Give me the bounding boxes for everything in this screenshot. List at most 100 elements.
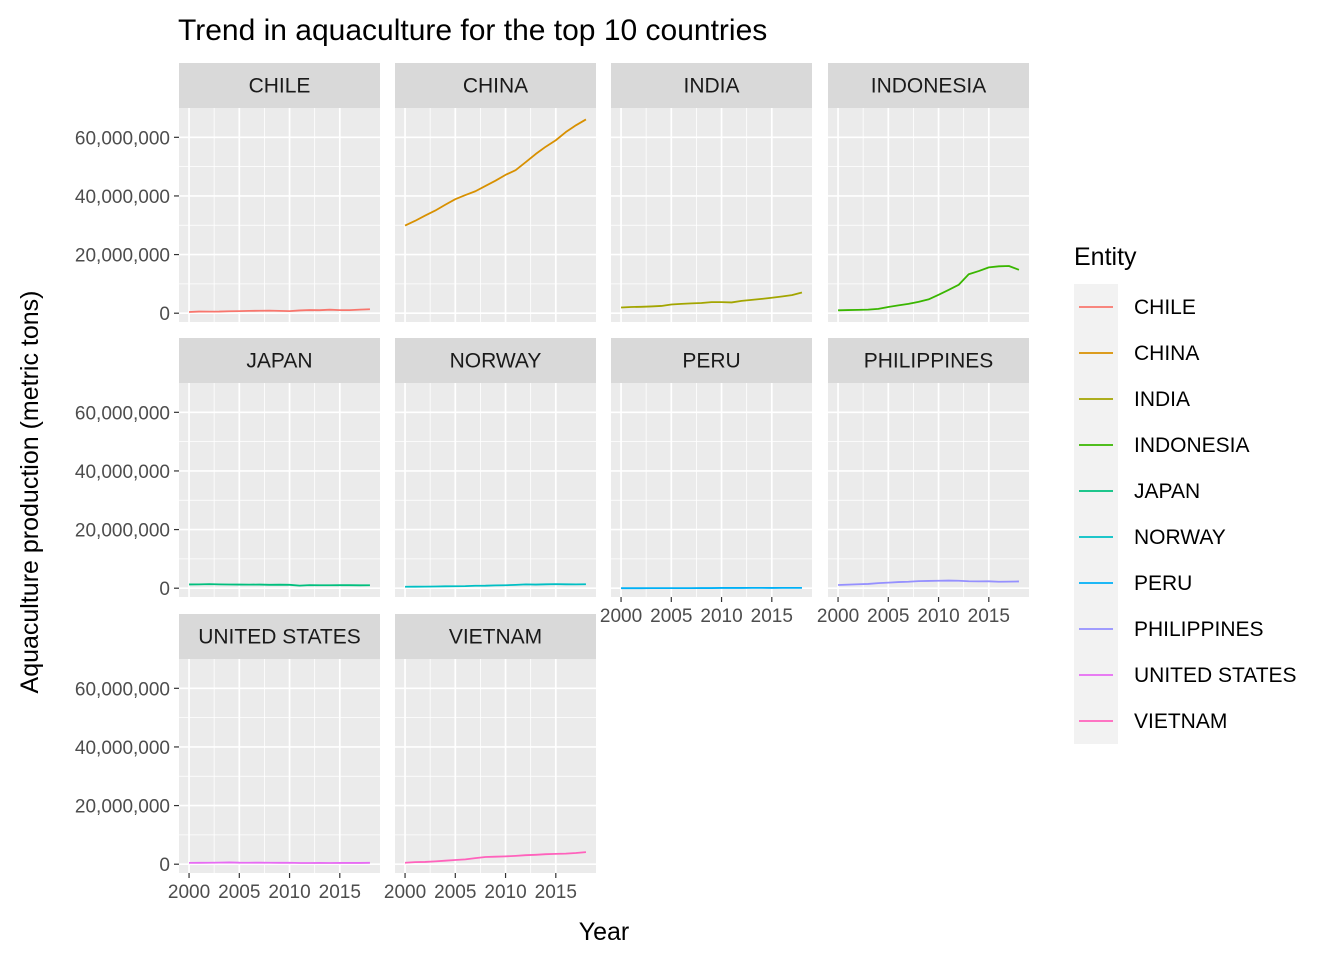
panel-united-states: UNITED STATES [179, 614, 380, 873]
series-line-norway [405, 583, 586, 588]
x-tick-label: 2000 [384, 882, 426, 903]
panel-chile: CHILE [179, 63, 380, 322]
y-tick-label: 60,000,000 [75, 679, 170, 700]
legend-item-peru: PERU [1074, 560, 1192, 606]
x-axis-title: Year [579, 918, 630, 946]
strip-philippines [828, 338, 1029, 383]
strip-japan [179, 338, 380, 383]
strip-vietnam [395, 614, 596, 659]
y-tick-label: 0 [159, 855, 170, 876]
y-axes: 0 20,000,000 40,000,000 60,000,000 0 20,000,0… [75, 128, 179, 876]
strip-label-japan: JAPAN [246, 350, 312, 373]
strip-label-china: CHINA [463, 75, 528, 98]
panel-background-peru [611, 383, 812, 597]
legend-label-united-states: UNITED STATES [1134, 664, 1297, 687]
x-tick-label: 2000 [600, 606, 642, 627]
panel-china: CHINA [395, 63, 596, 322]
legend-item-chile: CHILE [1074, 284, 1196, 330]
x-tick-label: 2015 [535, 882, 577, 903]
strip-label-india: INDIA [683, 75, 739, 98]
legend-item-indonesia: INDONESIA [1074, 422, 1250, 468]
y-tick-label: 40,000,000 [75, 738, 170, 759]
y-tick-label: 0 [159, 579, 170, 600]
strip-india [611, 63, 812, 108]
x-tick-label: 2015 [319, 882, 361, 903]
strip-peru [611, 338, 812, 383]
y-axis-title: Aquaculture production (metric tons) [16, 291, 44, 694]
series-line-india [621, 291, 803, 309]
y-tick-label: 20,000,000 [75, 246, 170, 267]
panel-background-india [611, 108, 812, 322]
strip-chile [179, 63, 380, 108]
legend-item-india: INDIA [1074, 376, 1190, 422]
strip-label-indonesia: INDONESIA [871, 75, 987, 98]
y-tick-label: 20,000,000 [75, 521, 170, 542]
panel-norway: NORWAY [395, 338, 596, 597]
series-line-chile [189, 308, 370, 313]
legend-label-indonesia: INDONESIA [1134, 434, 1250, 457]
x-tick-label: 2005 [867, 606, 909, 627]
x-tick-label: 2010 [700, 606, 742, 627]
x-tick-label: 2005 [218, 882, 260, 903]
legend-title: Entity [1074, 243, 1137, 271]
facet-panels: CHILE CHINA INDIA INDONESIA JAPAN NORWAY PERU P… [179, 63, 1029, 873]
panel-background-china [395, 108, 596, 322]
strip-label-united-states: UNITED STATES [198, 626, 361, 649]
panel-philippines: PHILIPPINES [828, 338, 1029, 597]
panel-background-vietnam [395, 659, 596, 873]
panel-india: INDIA [611, 63, 812, 322]
strip-label-philippines: PHILIPPINES [864, 350, 994, 373]
panel-background-japan [179, 383, 380, 597]
strip-label-norway: NORWAY [450, 350, 542, 373]
legend-label-chile: CHILE [1134, 296, 1196, 319]
legend-label-peru: PERU [1134, 572, 1192, 595]
y-tick-label: 60,000,000 [75, 403, 170, 424]
y-tick-label: 60,000,000 [75, 128, 170, 149]
legend-item-philippines: PHILIPPINES [1074, 606, 1264, 652]
series-line-united-states [189, 861, 370, 864]
strip-label-chile: CHILE [249, 75, 311, 98]
panel-background-philippines [828, 383, 1029, 597]
panel-background-norway [395, 383, 596, 597]
panel-background-united-states [179, 659, 380, 873]
legend-label-china: CHINA [1134, 342, 1199, 365]
strip-norway [395, 338, 596, 383]
y-tick-label: 40,000,000 [75, 187, 170, 208]
y-tick-label: 20,000,000 [75, 797, 170, 818]
x-tick-label: 2015 [751, 606, 793, 627]
panel-background-indonesia [828, 108, 1029, 322]
y-tick-label: 0 [159, 304, 170, 325]
legend-label-norway: NORWAY [1134, 526, 1226, 549]
legend-items: CHILE CHINA INDIA INDONESIA JAPAN NORWAY PERU P… [1074, 284, 1297, 744]
x-tick-label: 2010 [917, 606, 959, 627]
strip-china [395, 63, 596, 108]
strip-label-vietnam: VIETNAM [449, 626, 542, 649]
legend-label-japan: JAPAN [1134, 480, 1200, 503]
panel-vietnam: VIETNAM [395, 614, 596, 873]
panel-peru: PERU [611, 338, 812, 597]
x-tick-label: 2005 [434, 882, 476, 903]
legend-item-japan: JAPAN [1074, 468, 1200, 514]
x-tick-label: 2015 [968, 606, 1010, 627]
x-tick-label: 2005 [650, 606, 692, 627]
x-tick-label: 2010 [484, 882, 526, 903]
panel-japan: JAPAN [179, 338, 380, 597]
chart-title: Trend in aquaculture for the top 10 coun… [178, 14, 767, 47]
x-tick-label: 2010 [268, 882, 310, 903]
x-tick-label: 2000 [817, 606, 859, 627]
series-line-japan [189, 583, 370, 587]
series-line-philippines [838, 579, 1019, 586]
x-tick-label: 2000 [168, 882, 210, 903]
panel-background-chile [179, 108, 380, 322]
legend-item-china: CHINA [1074, 330, 1199, 376]
legend-label-vietnam: VIETNAM [1134, 710, 1227, 733]
strip-label-peru: PERU [682, 350, 740, 373]
legend-item-united-states: UNITED STATES [1074, 652, 1297, 698]
series-line-vietnam [404, 851, 587, 864]
legend-label-india: INDIA [1134, 388, 1190, 411]
x-axes: 2000 2005 2010 2015 2000 2005 2010 2015 2000 2005… [168, 597, 1010, 903]
panel-indonesia: INDONESIA [828, 63, 1029, 322]
series-line-indonesia [838, 265, 1020, 312]
legend-label-philippines: PHILIPPINES [1134, 618, 1264, 641]
